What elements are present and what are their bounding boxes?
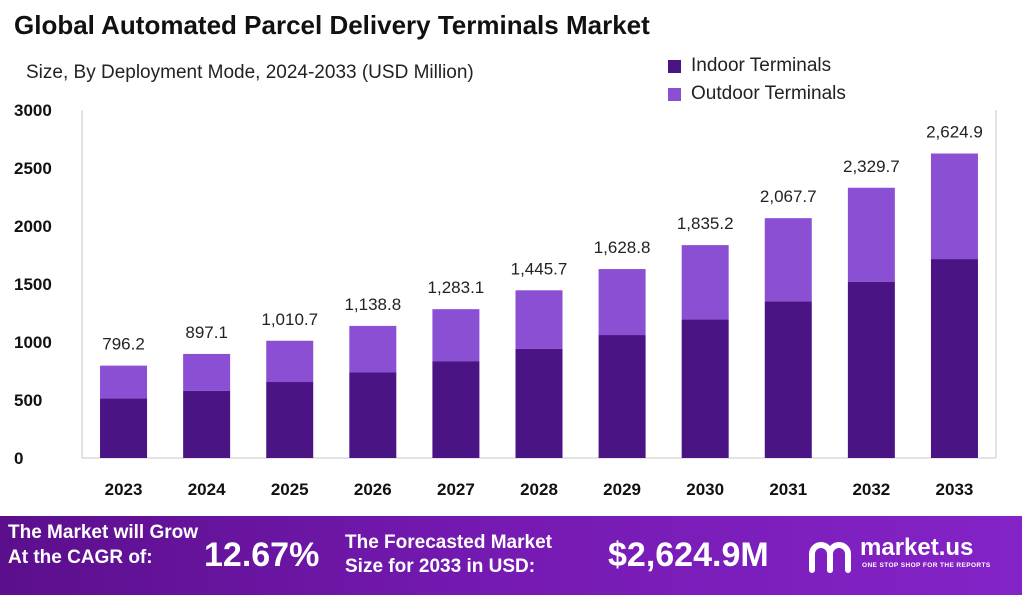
legend: Indoor Terminals Outdoor Terminals bbox=[668, 52, 846, 108]
y-tick-label: 1000 bbox=[14, 333, 52, 352]
x-tick-label: 2029 bbox=[603, 480, 641, 499]
y-tick-label: 500 bbox=[14, 391, 42, 410]
y-tick-label: 2500 bbox=[14, 159, 52, 178]
bar-segment-outdoor bbox=[515, 290, 563, 349]
bar-segment-indoor bbox=[515, 348, 563, 458]
y-tick-label: 0 bbox=[14, 449, 23, 468]
bar-segment-indoor bbox=[847, 281, 895, 458]
bar-total-label: 2,329.7 bbox=[843, 157, 900, 176]
bar-segment-outdoor bbox=[598, 269, 646, 336]
legend-label-outdoor: Outdoor Terminals bbox=[691, 83, 846, 104]
brand-tagline: ONE STOP SHOP FOR THE REPORTS bbox=[862, 562, 991, 569]
legend-item-outdoor: Outdoor Terminals bbox=[668, 80, 846, 108]
bar-total-label: 897.1 bbox=[185, 323, 228, 342]
bar-segment-outdoor bbox=[764, 218, 812, 302]
forecast-caption-line1: The Forecasted Market bbox=[345, 532, 552, 553]
bar-segment-indoor bbox=[100, 398, 148, 458]
bar-total-label: 796.2 bbox=[102, 335, 145, 354]
bar-segment-indoor bbox=[432, 361, 480, 458]
x-tick-label: 2027 bbox=[437, 480, 475, 499]
bar-segment-indoor bbox=[764, 301, 812, 458]
x-tick-label: 2030 bbox=[686, 480, 724, 499]
bar-segment-indoor bbox=[681, 319, 729, 458]
bar-total-label: 1,138.8 bbox=[344, 295, 401, 314]
bar-segment-outdoor bbox=[681, 245, 729, 320]
legend-swatch-indoor bbox=[668, 59, 681, 73]
footer-banner: The Market will Grow At the CAGR of: 12.… bbox=[0, 516, 1022, 595]
bar-segment-outdoor bbox=[100, 365, 148, 399]
market-us-logo-icon bbox=[809, 542, 851, 573]
y-tick-label: 1500 bbox=[14, 275, 52, 294]
x-tick-label: 2023 bbox=[105, 480, 143, 499]
x-tick-label: 2028 bbox=[520, 480, 558, 499]
y-tick-label: 2000 bbox=[14, 217, 52, 236]
x-tick-label: 2031 bbox=[769, 480, 807, 499]
legend-label-indoor: Indoor Terminals bbox=[691, 55, 832, 76]
cagr-caption-line2: At the CAGR of: bbox=[8, 547, 153, 568]
bar-segment-outdoor bbox=[847, 187, 895, 282]
bar-segment-indoor bbox=[183, 390, 231, 458]
bar-total-label: 2,067.7 bbox=[760, 187, 817, 206]
bar-segment-indoor bbox=[349, 372, 397, 458]
x-tick-label: 2025 bbox=[271, 480, 309, 499]
x-tick-label: 2026 bbox=[354, 480, 392, 499]
cagr-caption-line1: The Market will Grow bbox=[8, 522, 199, 543]
bar-total-label: 1,283.1 bbox=[428, 278, 485, 297]
bar-segment-indoor bbox=[266, 382, 314, 458]
stacked-bar-chart: 0 500 1000 1500 2000 2500 3000 796.2 2023 897.1 20… bbox=[14, 101, 997, 499]
bar-total-label: 1,445.7 bbox=[511, 259, 568, 278]
bar-segment-outdoor bbox=[432, 309, 480, 362]
bar-segment-outdoor bbox=[930, 153, 978, 260]
chart-title: Global Automated Parcel Delivery Termina… bbox=[14, 10, 650, 40]
legend-item-indoor: Indoor Terminals bbox=[668, 52, 846, 80]
cagr-value: 12.67% bbox=[204, 536, 320, 574]
bar-segment-outdoor bbox=[266, 340, 314, 383]
bar-total-label: 1,628.8 bbox=[594, 238, 651, 257]
forecast-value: $2,624.9M bbox=[608, 536, 769, 574]
bar-total-label: 1,835.2 bbox=[677, 214, 734, 233]
forecast-caption-line2: Size for 2033 in USD: bbox=[345, 556, 536, 577]
legend-swatch-outdoor bbox=[668, 87, 681, 101]
x-tick-label: 2033 bbox=[936, 480, 974, 499]
chart-subtitle: Size, By Deployment Mode, 2024-2033 (USD… bbox=[26, 62, 474, 83]
bar-segment-outdoor bbox=[349, 325, 397, 373]
x-tick-label: 2032 bbox=[852, 480, 890, 499]
bar-segment-indoor bbox=[598, 335, 646, 458]
bar-segment-outdoor bbox=[183, 353, 231, 391]
brand-name: market.us bbox=[860, 534, 974, 561]
y-tick-label: 3000 bbox=[14, 101, 52, 120]
x-tick-label: 2024 bbox=[188, 480, 226, 499]
bar-total-label: 1,010.7 bbox=[261, 310, 318, 329]
bar-segment-indoor bbox=[930, 259, 978, 458]
bar-total-label: 2,624.9 bbox=[926, 123, 983, 142]
